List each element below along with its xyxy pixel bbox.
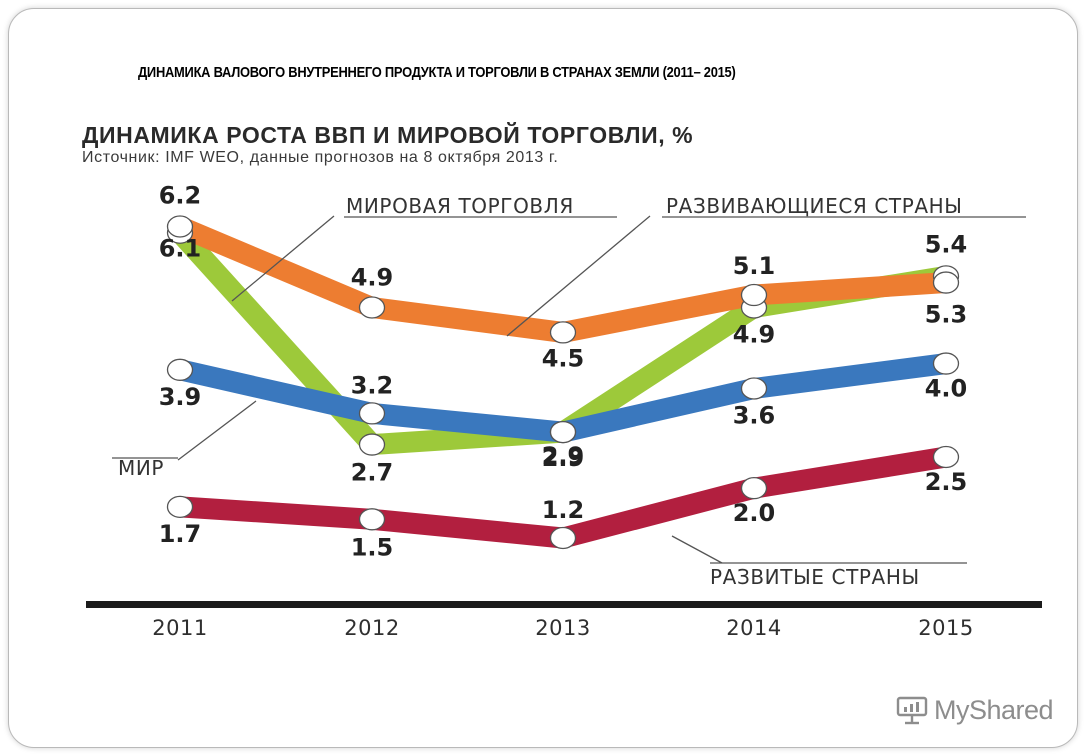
callout-line — [231, 215, 335, 302]
data-label: 4.9 — [351, 263, 394, 291]
data-label: 4.9 — [733, 320, 776, 348]
data-label: 1.7 — [159, 520, 202, 548]
data-point — [166, 495, 194, 519]
data-point — [740, 477, 768, 500]
data-point — [549, 420, 577, 444]
data-point — [358, 402, 386, 425]
series-line — [169, 216, 957, 343]
data-point — [549, 526, 577, 550]
data-point — [740, 283, 768, 307]
data-label: 3.2 — [351, 371, 394, 399]
data-label: 4.5 — [542, 344, 585, 372]
data-label: 6.2 — [159, 182, 202, 210]
x-tick-label: 2012 — [344, 616, 399, 640]
data-label: 1.2 — [542, 496, 585, 524]
series-name-label: МИР — [118, 456, 164, 480]
chart-title: ДИНАМИКА РОСТА ВВП И МИРОВОЙ ТОРГОВЛИ, % — [82, 122, 694, 148]
data-point — [166, 358, 194, 381]
series-name-label: РАЗВИВАЮЩИЕСЯ СТРАНЫ — [666, 194, 963, 218]
data-point — [740, 377, 768, 400]
data-label: 1.5 — [351, 533, 394, 561]
callout-line — [671, 535, 723, 564]
chart-figure: ДИНАМИКА РОСТА ВВП И МИРОВОЙ ТОРГОВЛИ, %… — [82, 118, 1044, 640]
x-tick-label: 2014 — [726, 616, 781, 640]
series-name-label: РАЗВИТЫЕ СТРАНЫ — [710, 565, 920, 589]
callout-line — [177, 400, 257, 461]
line-chart: 2011 2012 2013 2014 2015 6.1 2.7 2.9 4.9 5.4 6.2 4.… — [86, 182, 1042, 640]
callout-line — [506, 215, 651, 337]
data-point — [358, 508, 386, 531]
data-label: 2.5 — [925, 468, 968, 496]
data-point — [932, 271, 960, 294]
watermark: MyShared — [896, 692, 1054, 728]
data-label: 3.6 — [733, 401, 776, 429]
data-label: 2.0 — [733, 499, 776, 527]
data-point — [166, 215, 194, 238]
series-name-label: МИРОВАЯ ТОРГОВЛЯ — [346, 194, 574, 218]
data-point — [932, 352, 960, 375]
data-point — [358, 296, 386, 319]
data-label: 4.0 — [925, 375, 968, 403]
x-tick-label: 2013 — [535, 616, 590, 640]
x-tick-label: 2015 — [918, 616, 973, 640]
data-label: 6.1 — [159, 235, 202, 263]
x-tick-label: 2011 — [152, 616, 207, 640]
data-label: 5.1 — [733, 252, 776, 280]
data-label: 2.9 — [542, 442, 585, 470]
watermark-text: MyShared — [934, 694, 1054, 725]
data-point — [358, 433, 386, 456]
series-2 — [169, 216, 957, 343]
presentation-board-icon — [896, 696, 928, 725]
slide-title: ДИНАМИКА ВАЛОВОГО ВНУТРЕННЕГО ПРОДУКТА И… — [138, 64, 736, 81]
data-label: 2.9 — [542, 444, 585, 472]
data-point — [549, 321, 577, 344]
x-axis-line — [86, 601, 1042, 608]
data-label: 5.3 — [925, 301, 968, 329]
data-label: 5.4 — [925, 230, 968, 258]
data-label: 2.7 — [351, 459, 394, 487]
data-label: 3.9 — [159, 383, 202, 411]
chart-subtitle: Источник: IMF WEO, данные прогнозов на 8… — [82, 149, 559, 166]
data-point — [932, 445, 960, 469]
